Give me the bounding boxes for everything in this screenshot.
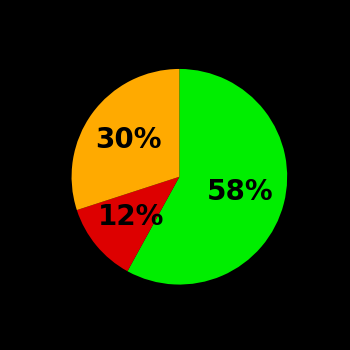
Text: 58%: 58% xyxy=(206,178,273,206)
Wedge shape xyxy=(127,69,287,285)
Text: 12%: 12% xyxy=(98,203,164,231)
Wedge shape xyxy=(77,177,179,271)
Wedge shape xyxy=(72,69,180,210)
Text: 30%: 30% xyxy=(96,126,162,154)
